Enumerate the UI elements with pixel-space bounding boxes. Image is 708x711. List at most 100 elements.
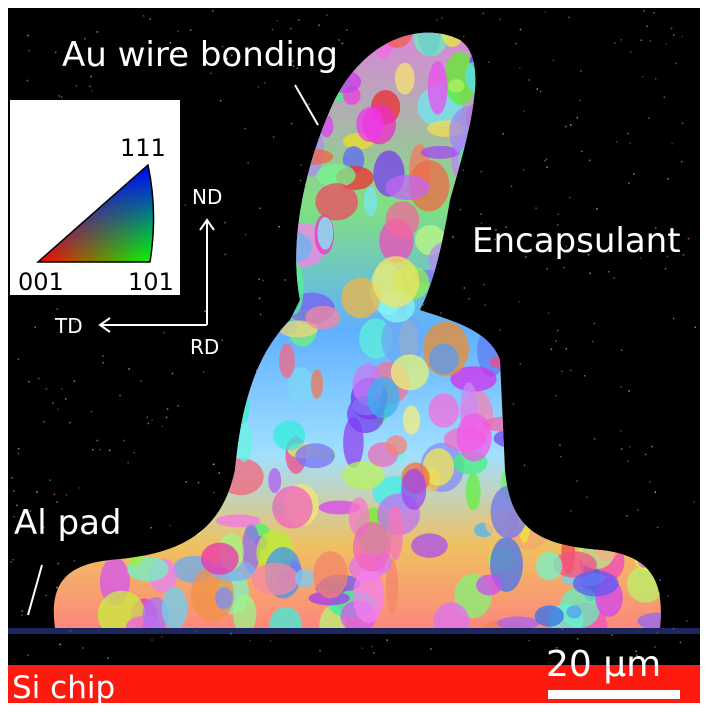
speck <box>29 50 31 52</box>
speck <box>27 654 29 656</box>
speck <box>326 15 328 17</box>
speck <box>655 491 657 493</box>
speck <box>59 644 61 646</box>
speck <box>27 80 29 82</box>
speck <box>134 452 136 454</box>
speck <box>620 430 622 432</box>
speck <box>577 117 579 119</box>
speck <box>680 642 682 644</box>
speck <box>69 422 71 424</box>
speck <box>515 43 517 45</box>
speck <box>430 648 432 650</box>
speck <box>640 40 642 42</box>
speck <box>277 20 279 22</box>
speck <box>10 561 12 563</box>
speck <box>49 479 51 481</box>
al-pad-layer <box>8 628 700 634</box>
speck <box>488 61 490 63</box>
speck <box>346 29 348 31</box>
speck <box>66 494 68 496</box>
speck <box>61 96 63 98</box>
grain <box>311 369 323 398</box>
speck <box>148 423 150 425</box>
speck <box>27 35 29 37</box>
speck <box>503 133 505 135</box>
scale-bar <box>548 690 680 699</box>
speck <box>213 492 215 494</box>
scale-label: 20 μm <box>546 644 661 685</box>
speck <box>89 86 91 88</box>
speck <box>519 301 521 303</box>
speck <box>464 287 466 289</box>
speck <box>342 43 344 45</box>
speck <box>38 378 40 380</box>
speck <box>570 124 572 126</box>
speck <box>54 494 56 496</box>
speck <box>264 82 266 84</box>
speck <box>102 355 104 357</box>
speck <box>694 327 696 329</box>
speck <box>499 18 501 20</box>
grain <box>216 514 261 527</box>
legend-111: 111 <box>120 134 166 162</box>
grain <box>497 616 540 629</box>
speck <box>73 560 75 562</box>
speck <box>524 465 526 467</box>
speck <box>57 409 59 411</box>
speck <box>177 30 179 32</box>
speck <box>82 647 84 649</box>
nd-label: ND <box>192 185 222 209</box>
speck <box>55 52 57 54</box>
speck <box>544 160 546 162</box>
speck <box>308 104 310 106</box>
speck <box>569 197 571 199</box>
speck <box>645 454 647 456</box>
speck <box>686 620 688 622</box>
speck <box>166 417 168 419</box>
speck <box>204 311 206 313</box>
speck <box>563 267 565 269</box>
speck <box>46 388 48 390</box>
speck <box>520 29 522 31</box>
speck <box>96 31 98 33</box>
speck <box>613 277 615 279</box>
speck <box>513 403 515 405</box>
grain <box>457 413 492 461</box>
speck <box>28 381 30 383</box>
speck <box>52 402 54 404</box>
speck <box>260 314 262 316</box>
speck <box>362 647 364 649</box>
speck <box>151 639 153 641</box>
speck <box>61 388 63 390</box>
speck <box>258 278 260 280</box>
speck <box>545 11 547 13</box>
speck <box>128 368 130 370</box>
wire-label: Au wire bonding <box>62 35 338 75</box>
rd-label: RD <box>190 335 219 359</box>
speck <box>616 141 618 143</box>
td-label: TD <box>54 314 83 338</box>
grain <box>428 394 459 428</box>
grain <box>367 377 399 418</box>
speck <box>18 448 20 450</box>
speck <box>203 371 205 373</box>
speck <box>162 426 164 428</box>
legend-101: 101 <box>128 268 174 296</box>
speck <box>589 160 591 162</box>
speck <box>548 312 550 314</box>
speck <box>648 117 650 119</box>
speck <box>628 390 630 392</box>
speck <box>651 446 653 448</box>
grain <box>201 543 239 575</box>
speck <box>151 420 153 422</box>
speck <box>298 19 300 21</box>
speck <box>300 164 302 166</box>
speck <box>11 477 13 479</box>
speck <box>519 67 521 69</box>
speck <box>74 380 76 382</box>
speck <box>546 158 548 160</box>
speck <box>675 63 677 65</box>
speck <box>480 171 482 173</box>
speck <box>220 100 222 102</box>
speck <box>212 10 214 12</box>
